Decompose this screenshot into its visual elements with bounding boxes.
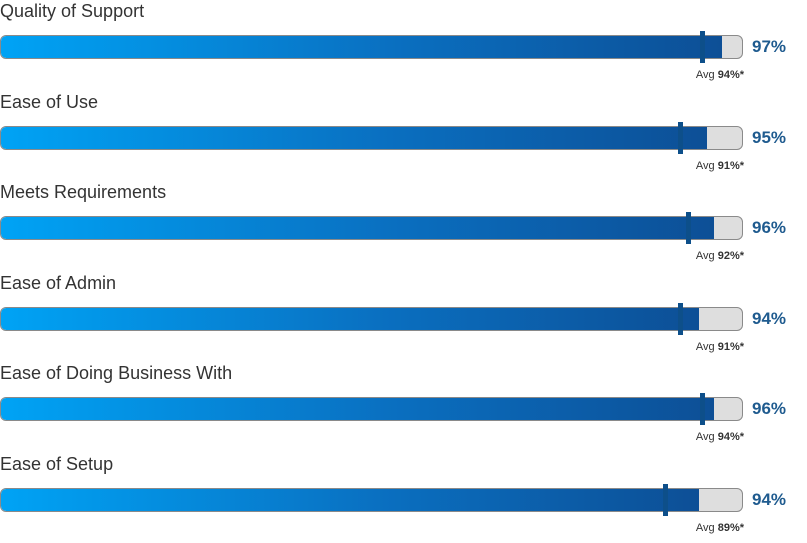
average-marker [663, 483, 669, 516]
average-marker [678, 302, 684, 335]
rating-value: 96% [752, 218, 787, 237]
average-label: Avg 94%* [696, 68, 744, 82]
rating-row: Meets Requirements 96% Avg 92%* [0, 181, 807, 271]
rating-value: 96% [752, 399, 787, 418]
rating-bar-track [0, 35, 743, 59]
rating-value: 94% [752, 489, 787, 509]
rating-label: Ease of Use [0, 91, 99, 112]
rating-value: 97% [752, 37, 787, 56]
rating-row: Ease of Setup 94% Avg 89%* [0, 453, 807, 543]
average-prefix: Avg [695, 340, 718, 353]
rating-value: 95% [752, 127, 787, 147]
rating-row: Quality of Support 97% Avg 94%* [0, 0, 807, 90]
average-marker [685, 212, 691, 244]
average-label: Avg 91%* [696, 159, 744, 173]
rating-bar-fill [1, 36, 722, 58]
average-value: 91%* [717, 340, 744, 353]
rating-bar-fill [1, 488, 700, 511]
average-value: 94%* [717, 431, 744, 443]
rating-label: Ease of Doing Business With [0, 363, 233, 383]
rating-row: Ease of Admin 94% Avg 91%* [0, 272, 807, 362]
rating-bar-fill [1, 398, 715, 420]
rating-value: 94% [752, 308, 787, 328]
rating-bar-track [0, 397, 743, 421]
rating-row: Ease of Use 95% Avg 91%* [0, 91, 807, 181]
rating-label: Ease of Admin [0, 272, 117, 293]
rating-label: Quality of Support [0, 1, 145, 21]
average-marker [700, 31, 706, 63]
average-marker [700, 393, 706, 425]
rating-bar-track [0, 125, 743, 150]
average-label: Avg 94%* [696, 430, 744, 444]
average-prefix: Avg [695, 250, 718, 262]
average-prefix: Avg [695, 521, 718, 534]
average-value: 92%* [717, 250, 744, 262]
rating-label: Meets Requirements [0, 182, 167, 202]
rating-label: Ease of Setup [0, 453, 114, 474]
rating-bar-track [0, 487, 743, 512]
average-label: Avg 92%* [696, 249, 744, 263]
average-label: Avg 89%* [696, 521, 744, 535]
average-label: Avg 91%* [696, 340, 744, 354]
rating-row: Ease of Doing Business With 96% Avg 94%* [0, 362, 807, 452]
average-value: 94%* [717, 69, 744, 81]
average-prefix: Avg [695, 431, 718, 443]
rating-bar-track [0, 306, 743, 331]
average-prefix: Avg [695, 159, 718, 172]
average-marker [678, 121, 684, 154]
rating-bar-fill [1, 217, 715, 239]
rating-bar-track [0, 216, 743, 240]
average-prefix: Avg [695, 69, 718, 81]
rating-bar-fill [1, 126, 707, 149]
average-value: 91%* [717, 159, 744, 172]
average-value: 89%* [717, 521, 744, 534]
rating-bar-fill [1, 307, 700, 330]
